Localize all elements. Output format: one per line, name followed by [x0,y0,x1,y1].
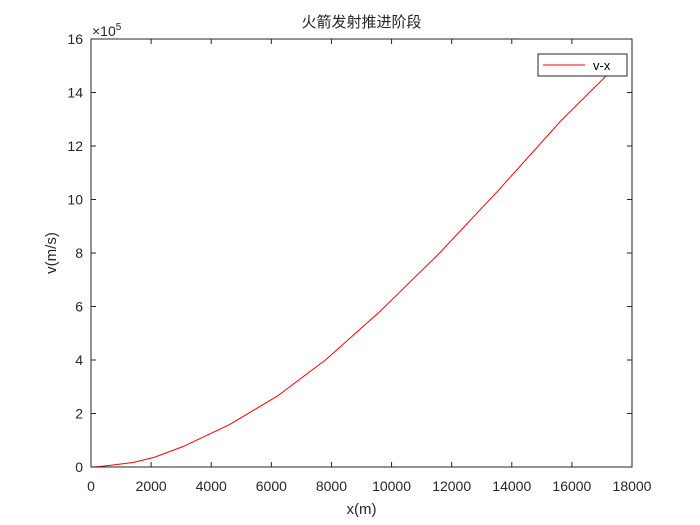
x-tick-label: 14000 [492,478,531,494]
series-layer [90,60,624,468]
y-tick-label: 16 [67,31,83,47]
series-line-v-x [90,60,624,468]
y-axis-label: v(m/s) [43,232,60,274]
x-axis-label: x(m) [347,501,377,518]
y-axis-exponent: ×105 [92,22,122,39]
x-tick-label: 6000 [256,478,287,494]
legend-label: v-x [593,58,611,73]
ticks-layer: 0 2000 4000 6000 8000 10000 12000 14000 16000 180… [67,31,651,494]
x-tick-label: 2000 [136,478,167,494]
x-tick-label: 4000 [196,478,227,494]
y-tick-label: 0 [75,459,83,475]
x-tick-label: 0 [87,478,95,494]
chart-title: 火箭发射推进阶段 [301,13,421,31]
y-tick-label: 6 [75,299,83,315]
x-tick-label: 12000 [432,478,471,494]
y-tick-label: 4 [75,352,83,368]
y-exponent-base: ×10 [92,23,116,39]
plot-area [91,39,632,467]
x-tick-label: 16000 [552,478,591,494]
legend: v-x [537,53,628,77]
y-exponent-power: 5 [116,22,122,33]
y-tick-label: 10 [67,192,83,208]
y-tick-label: 12 [67,138,83,154]
y-tick-label: 8 [75,245,83,261]
x-tick-label: 8000 [316,478,347,494]
x-tick-label: 10000 [372,478,411,494]
x-tick-label: 18000 [613,478,652,494]
y-tick-label: 2 [75,406,83,422]
y-tick-label: 14 [67,85,83,101]
